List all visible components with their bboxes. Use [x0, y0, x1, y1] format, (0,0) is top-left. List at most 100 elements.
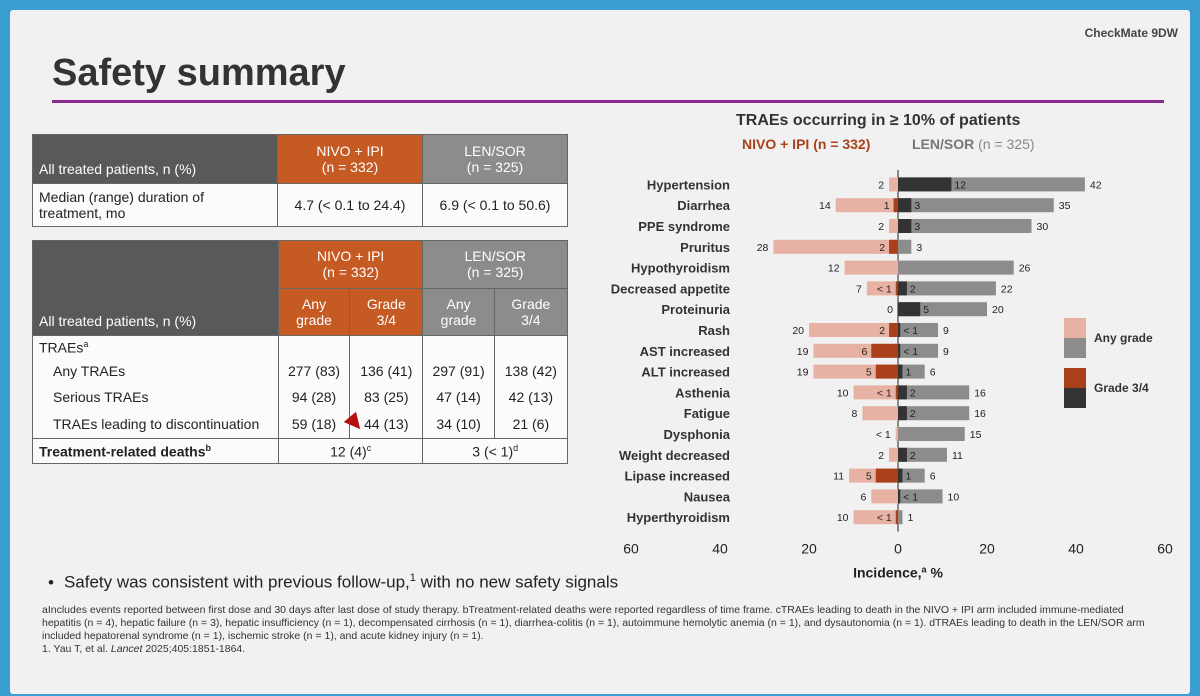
len-any-bar — [898, 468, 925, 483]
title-divider — [52, 100, 1164, 103]
category-label: Fatigue — [684, 406, 730, 421]
category-label: Hypothyroidism — [631, 261, 730, 276]
cell: 42 (13) — [493, 384, 569, 410]
len-any-bar — [898, 510, 903, 525]
len-any-label: 9 — [943, 325, 949, 337]
len-any-bar — [898, 323, 939, 337]
footnotes: aIncludes events reported between first … — [42, 604, 1162, 656]
deaths-arm1: 12 (4)c — [277, 438, 424, 464]
table-row: Any TRAEs 277 (83) 136 (41) 297 (91) 138… — [32, 358, 569, 384]
len-any-label: 6 — [930, 471, 936, 483]
len-g34-bar — [898, 302, 921, 317]
len-g34-bar — [898, 177, 952, 192]
duration-table: All treated patients, n (%) NIVO + IPI (… — [32, 134, 568, 227]
trae-table: All treated patients, n (%) NIVO + IPI (… — [32, 240, 569, 464]
len-any-bar — [898, 385, 970, 400]
trae-section-text: TRAEs — [39, 339, 84, 356]
category-label: Rash — [698, 323, 730, 338]
len-any-label: 1 — [907, 512, 913, 524]
len-g34-bar — [898, 219, 912, 233]
nivo-g34-bar — [875, 468, 898, 483]
nivo-any-label: 14 — [819, 200, 831, 212]
any-grade-line1: Any — [446, 295, 471, 312]
reference: 1. Yau T, et al. Lancet 2025;405:1851-18… — [42, 643, 1162, 656]
row-label: TRAEs leading to discontinuation — [32, 410, 279, 439]
len-any-label: 35 — [1059, 200, 1071, 212]
table2-len-any-header: Any grade — [422, 287, 495, 336]
cell: 138 (42) — [493, 358, 569, 384]
table2-arm1-name: NIVO + IPI — [317, 248, 385, 265]
nivo-any-label: 8 — [852, 408, 858, 420]
len-g34-label: 12 — [954, 179, 966, 191]
nivo-g34-bar — [895, 510, 898, 525]
deaths-row: Treatment-related deathsb 12 (4)c 3 (< 1… — [32, 438, 568, 464]
len-any-label: 11 — [952, 450, 963, 462]
reference-text-b: 2025;405:1851-1864. — [142, 643, 246, 655]
len-g34-label: < 1 — [903, 346, 918, 358]
len-g34-bar — [898, 323, 901, 337]
len-g34-bar — [898, 489, 901, 504]
nivo-g34-bar — [889, 323, 898, 337]
table1-header-label: All treated patients, n (%) — [32, 134, 278, 184]
len-any-bar — [898, 427, 965, 441]
nivo-any-bar — [853, 385, 898, 400]
category-label: Hypertension — [647, 177, 730, 192]
table1-arm2-n: (n = 325) — [466, 159, 524, 175]
len-any-label: 10 — [948, 491, 960, 503]
deaths-label-text: Treatment-related deaths — [39, 443, 206, 460]
len-g34-bar — [898, 385, 907, 400]
category-label: Lipase increased — [625, 469, 731, 484]
table1-arm1-value: 4.7 (< 0.1 to 24.4) — [277, 183, 423, 227]
table1-arm2-header: LEN/SOR (n = 325) — [422, 134, 568, 184]
len-any-bar — [898, 364, 925, 379]
cell: 277 (83) — [277, 358, 351, 384]
category-label: AST increased — [640, 344, 730, 359]
len-any-label: 26 — [1019, 263, 1031, 275]
len-any-label: 6 — [930, 367, 936, 379]
category-label: Pruritus — [680, 240, 730, 255]
category-label: Asthenia — [675, 385, 731, 400]
nivo-arm-label: NIVO + IPI (n = 332) — [742, 136, 871, 152]
cell: 83 (25) — [349, 384, 424, 410]
len-any-label: 20 — [992, 304, 1004, 316]
nivo-g34-label: 5 — [866, 367, 872, 379]
len-any-bar — [898, 447, 947, 462]
reference-text-a: 1. Yau T, et al. — [42, 643, 111, 655]
len-g34-bar — [898, 343, 901, 358]
category-label: Hyperthyroidism — [627, 510, 730, 525]
nivo-any-label: 10 — [837, 512, 849, 524]
len-g34-label: 2 — [910, 450, 916, 462]
grade34-line1: Grade — [366, 295, 406, 312]
len-g34-label: 2 — [910, 408, 916, 420]
deaths-arm2: 3 (< 1)d — [422, 438, 568, 464]
len-any-bar — [898, 198, 1054, 213]
x-tick-label: 40 — [712, 541, 728, 557]
legend-g34-label: Grade 3/4 — [1094, 381, 1149, 395]
table2-arm2-n: (n = 325) — [467, 264, 524, 281]
table1-arm1-header: NIVO + IPI (n = 332) — [277, 134, 423, 184]
nivo-any-bar — [889, 177, 898, 192]
len-any-label: 9 — [943, 346, 949, 358]
bullet-point: • Safety was consistent with previous fol… — [48, 572, 618, 593]
table2-len-g34-header: Grade 3/4 — [493, 287, 569, 336]
x-tick-label: 60 — [1157, 541, 1173, 557]
deaths-label: Treatment-related deathsb — [32, 438, 279, 464]
deaths-arm1-value: 12 (4) — [330, 443, 367, 460]
len-any-bar — [898, 489, 943, 504]
nivo-any-bar — [862, 406, 898, 421]
x-tick-label: 60 — [623, 541, 639, 557]
table1-arm1-name: NIVO + IPI — [316, 143, 384, 159]
table1-arm2-name: LEN/SOR — [464, 143, 526, 159]
table1-arm1-n: (n = 332) — [321, 159, 379, 175]
nivo-g34-bar — [895, 385, 898, 400]
deaths-arm2-value: 3 (< 1) — [472, 443, 514, 460]
nivo-any-label: 11 — [833, 471, 844, 483]
category-label: Weight decreased — [619, 448, 730, 463]
len-any-bar — [898, 343, 939, 358]
table2-nivo-g34-header: Grade 3/4 — [349, 287, 424, 336]
category-label: ALT increased — [641, 365, 730, 380]
bullet-sup: 1 — [409, 572, 416, 584]
cell: 21 (6) — [493, 410, 569, 439]
nivo-g34-label: < 1 — [877, 512, 892, 524]
